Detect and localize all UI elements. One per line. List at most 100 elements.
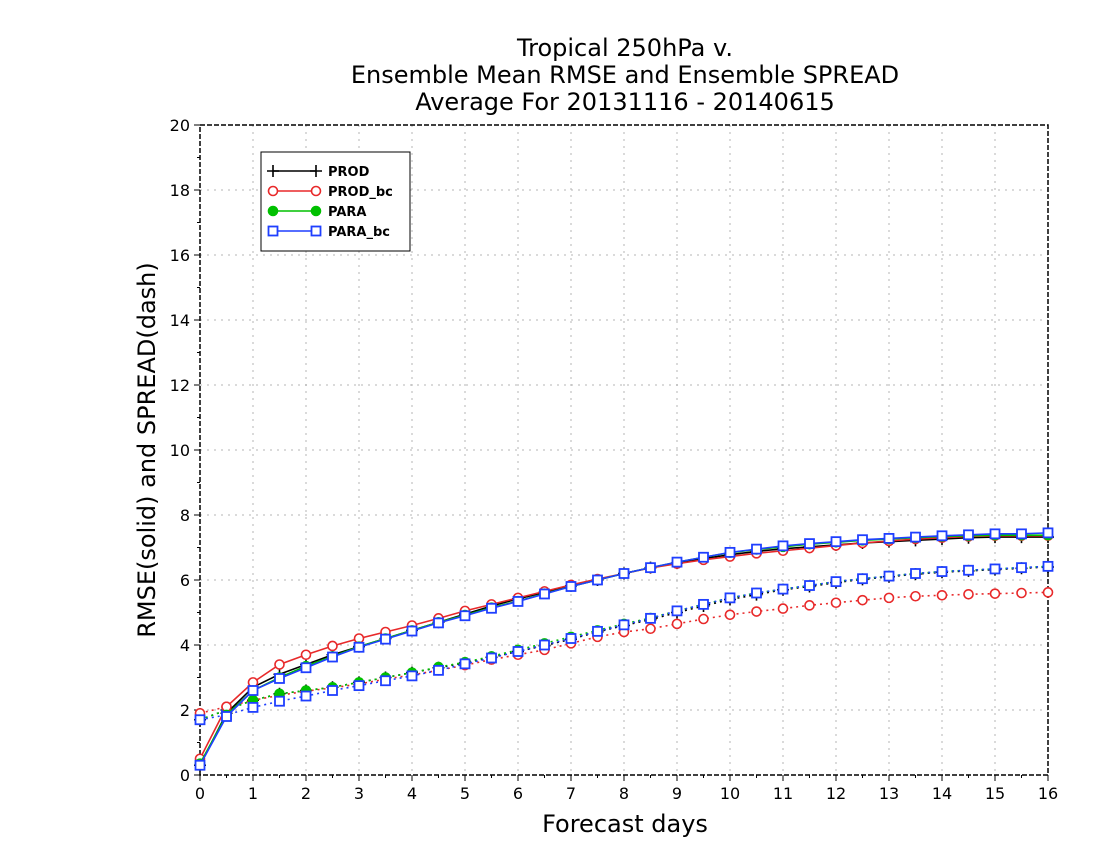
data-point-para-bc-spread (433, 664, 444, 676)
chart-title-line-1: Tropical 250hPa v. (517, 34, 733, 62)
legend-marker-prod (267, 165, 279, 177)
legend-box (260, 151, 411, 252)
x-tick-label: 2 (301, 784, 311, 803)
x-tick-label: 13 (879, 784, 899, 803)
data-point-para-bc-spread (936, 566, 948, 577)
data-point-para-bc-rmse (406, 625, 418, 637)
data-point-para-bc-rmse (777, 540, 789, 552)
chart-title-line-3: Average For 20131116 - 20140615 (415, 88, 835, 116)
data-point-para-bc-rmse (1042, 527, 1054, 539)
data-point-para-bc-spread (353, 680, 365, 692)
series-para-bc-rmse (194, 527, 1054, 771)
data-point-para-bc-rmse (989, 528, 1001, 540)
data-point-para-bc-spread (565, 633, 577, 644)
y-tick-label: 16 (170, 246, 190, 265)
series-prod-bc-spread (194, 587, 1054, 719)
data-point-prod-bc-spread (857, 594, 868, 606)
x-tick-label: 7 (566, 784, 576, 803)
legend-marker-para (310, 205, 322, 217)
y-axis-label: RMSE(solid) and SPREAD(dash) (133, 262, 161, 638)
x-tick-label: 4 (407, 784, 417, 803)
data-point-para-bc-spread (274, 695, 285, 707)
y-tick-label: 12 (170, 376, 190, 395)
data-point-para-bc-spread (751, 587, 762, 599)
x-tick-label: 10 (720, 784, 740, 803)
data-point-para-bc-rmse (1016, 528, 1027, 540)
series-para-bc-spread (194, 560, 1054, 726)
data-point-para-bc-rmse (751, 543, 762, 555)
data-point-prod-bc-spread (724, 609, 736, 621)
x-tick-label: 15 (985, 784, 1005, 803)
x-tick-label: 5 (460, 784, 470, 803)
data-point-para-bc-spread (963, 564, 974, 576)
data-point-para-bc-rmse (910, 531, 921, 543)
data-point-para-bc-rmse (671, 556, 683, 568)
data-point-para-bc-spread (830, 576, 842, 588)
data-point-para-bc-rmse (274, 673, 285, 684)
data-point-prod-bc-spread (777, 603, 789, 614)
data-point-para-bc-spread (486, 652, 497, 664)
data-point-prod-bc-rmse (300, 649, 312, 661)
data-point-para-bc-rmse (645, 562, 656, 574)
legend-label-para-bc: PARA_bc (328, 225, 390, 240)
y-tick-label: 10 (170, 441, 190, 460)
data-point-prod-bc-spread (963, 588, 974, 600)
x-tick-label: 14 (932, 784, 952, 803)
data-point-para-bc-rmse (963, 529, 974, 541)
legend-marker-para-bc (267, 225, 279, 237)
legend-item-para-bc: PARA_bc (267, 225, 390, 240)
data-point-para-bc-spread (194, 714, 206, 726)
legend-item-para: PARA (267, 205, 366, 220)
legend-marker-prod-bc (267, 185, 279, 197)
legend-item-prod-bc: PROD_bc (267, 185, 393, 200)
data-point-para-bc-spread (989, 563, 1001, 575)
data-point-para-bc-rmse (830, 536, 842, 548)
series-line-para-bc-spread (199, 565, 1049, 721)
data-point-para-bc-rmse (353, 641, 365, 653)
y-tick-label: 0 (180, 766, 190, 785)
legend: PROD PROD_bc PARA PARA_bc (260, 151, 411, 252)
data-point-prod-bc-spread (936, 589, 948, 601)
y-tick-label: 6 (180, 571, 190, 590)
x-tick-label: 6 (513, 784, 523, 803)
data-point-prod-bc-spread (910, 590, 921, 602)
data-point-para-bc-spread (857, 573, 868, 585)
data-point-prod-bc-spread (751, 606, 762, 617)
data-point-para-bc-rmse (300, 662, 312, 674)
x-tick-label: 1 (248, 784, 258, 803)
data-point-para-bc-rmse (327, 651, 338, 663)
data-point-para-bc-rmse (221, 711, 232, 722)
data-point-para-bc-rmse (194, 759, 206, 771)
data-point-para-bc-rmse (539, 588, 550, 600)
x-tick-label: 8 (619, 784, 629, 803)
data-point-para-bc-rmse (592, 574, 603, 586)
x-tick-label: 9 (672, 784, 682, 803)
data-point-prod-bc-spread (883, 592, 895, 604)
legend-marker-para-bc (310, 225, 322, 237)
y-tick-label: 2 (180, 701, 190, 720)
data-point-para-bc-rmse (804, 538, 815, 549)
data-point-para-bc-spread (724, 592, 736, 604)
data-point-prod-bc-spread (804, 600, 815, 611)
data-point-para-bc-spread (327, 685, 338, 696)
data-point-para-bc-spread (777, 583, 789, 595)
data-point-para-bc-spread (539, 639, 550, 651)
data-point-para-bc-rmse (433, 617, 444, 629)
data-point-para-bc-rmse (512, 596, 524, 607)
data-point-para-bc-rmse (724, 546, 736, 558)
data-point-prod-bc-spread (671, 618, 683, 630)
chart-title-line-2: Ensemble Mean RMSE and Ensemble SPREAD (350, 61, 900, 89)
data-point-para-bc-spread (459, 658, 471, 670)
data-point-para-bc-spread (883, 570, 895, 582)
data-point-para-bc-rmse (936, 530, 948, 542)
data-point-para-bc-spread (592, 625, 603, 637)
data-point-prod-bc-spread (1042, 587, 1054, 598)
legend-label-prod-bc: PROD_bc (328, 185, 393, 200)
data-point-para-bc-rmse (380, 633, 391, 645)
y-tick-label: 14 (170, 311, 190, 330)
data-point-prod-bc-rmse (327, 640, 338, 652)
data-point-para-bc-spread (512, 646, 524, 657)
data-point-para-bc-spread (380, 675, 391, 687)
